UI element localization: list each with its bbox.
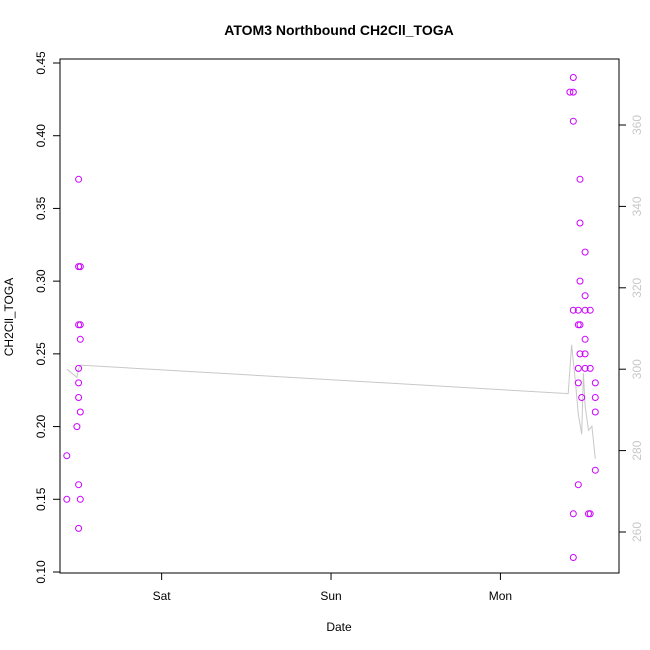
data-point (576, 277, 584, 285)
data-point (75, 379, 83, 387)
data-point (591, 408, 599, 416)
data-point (63, 452, 71, 460)
data-point (581, 248, 589, 256)
data-point (569, 88, 577, 96)
x-tick-label: Sat (153, 589, 172, 603)
data-point (76, 263, 84, 271)
data-point (578, 394, 586, 401)
y2-tick-label: 320 (630, 277, 644, 297)
data-point (591, 394, 599, 401)
y-tick-label: 0.40 (34, 124, 48, 148)
data-point (574, 481, 582, 489)
y-tick-label: 0.35 (34, 196, 48, 220)
data-point (576, 350, 584, 358)
data-point (75, 364, 83, 372)
data-point (581, 306, 589, 314)
y-axis-right: 260 280 300 320 340 360 (618, 115, 644, 542)
data-point (576, 321, 584, 329)
y-tick-label: 0.15 (34, 487, 48, 511)
data-point (574, 306, 582, 314)
data-point (591, 379, 599, 387)
data-point (574, 379, 582, 387)
data-point (569, 117, 577, 125)
chart-title: ATOM3 Northbound CH2Cll_TOGA (224, 22, 453, 38)
data-point (569, 510, 577, 518)
y-tick-label: 0.25 (34, 342, 48, 366)
data-point (586, 306, 594, 314)
x-axis-label: Date (326, 620, 352, 634)
y2-tick-label: 260 (630, 522, 644, 542)
data-point (75, 481, 83, 489)
data-point (75, 394, 83, 401)
data-point (581, 350, 589, 358)
data-point (581, 335, 589, 343)
data-point (63, 495, 71, 503)
y-tick-label: 0.10 (34, 560, 48, 584)
y-tick-label: 0.45 (34, 51, 48, 75)
data-point (569, 306, 577, 314)
data-point (576, 219, 584, 227)
data-point (574, 364, 582, 372)
y-axis-left: 0.10 0.15 0.20 0.25 0.30 0.35 0.40 0.45 (34, 51, 61, 584)
y-tick-label: 0.20 (34, 415, 48, 439)
data-point (569, 74, 577, 81)
data-point (569, 554, 577, 561)
x-tick-label: Mon (489, 589, 512, 603)
x-axis: Sat Sun Mon (153, 572, 512, 603)
points-layer (63, 74, 599, 561)
data-point (586, 364, 594, 372)
secondary-line-layer (66, 344, 596, 459)
data-point (76, 495, 84, 503)
data-point (566, 88, 574, 96)
data-point (586, 510, 594, 518)
y-axis-label: CH2Cll_TOGA (2, 278, 16, 356)
data-point (75, 175, 83, 183)
x-tick-label: Sun (320, 589, 341, 603)
y-tick-label: 0.30 (34, 269, 48, 293)
data-point (591, 466, 599, 474)
data-point (76, 321, 84, 329)
y2-tick-label: 360 (630, 115, 644, 135)
data-point (76, 335, 84, 343)
data-point (581, 364, 589, 372)
data-point (73, 423, 81, 431)
data-point (581, 292, 589, 300)
data-point (75, 524, 83, 532)
data-point (576, 175, 584, 183)
secondary-line (66, 344, 596, 459)
y2-tick-label: 300 (630, 359, 644, 379)
data-point (76, 408, 84, 416)
y2-tick-label: 280 (630, 440, 644, 460)
y2-tick-label: 340 (630, 196, 644, 216)
